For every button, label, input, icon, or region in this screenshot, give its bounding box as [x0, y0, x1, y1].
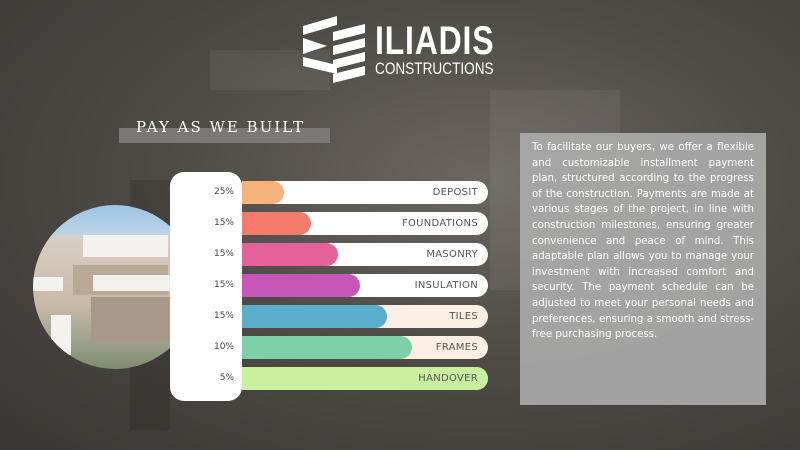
stage-progress-bar: INSULATION: [242, 274, 488, 297]
brand-name: ILIADIS: [375, 19, 495, 63]
stage-progress-fill: [242, 243, 338, 266]
stage-row: 15% TILES: [170, 305, 490, 328]
stage-label: FRAMES: [435, 342, 478, 353]
stage-row: 5% HANDOVER: [170, 367, 490, 390]
stage-progress-fill: [242, 274, 361, 297]
stage-progress-bar: FOUNDATIONS: [242, 212, 488, 235]
stage-row: 15% INSULATION: [170, 274, 490, 297]
stage-progress-bar: FRAMES: [242, 336, 488, 359]
stage-progress-bar: TILES: [242, 305, 488, 328]
stage-progress-bar: HANDOVER: [242, 367, 488, 390]
logo-mark-icon: [303, 16, 365, 83]
stage-label: FOUNDATIONS: [401, 218, 478, 229]
stage-progress-fill: [242, 181, 284, 204]
stage-label: HANDOVER: [418, 373, 478, 384]
stage-row: 15% FOUNDATIONS: [170, 212, 490, 235]
stage-label: MASONRY: [426, 249, 478, 260]
stage-progress-bar: DEPOSIT: [242, 181, 488, 204]
stage-progress-fill: [242, 336, 412, 359]
stage-percent: 5%: [219, 373, 234, 383]
stage-progress-fill: [242, 212, 311, 235]
title-underline-band: [119, 128, 330, 143]
stage-label: INSULATION: [414, 280, 478, 291]
stage-progress-fill: [242, 367, 488, 390]
brand-subtitle: CONSTRUCTIONS: [375, 59, 494, 78]
stage-percent: 10%: [213, 342, 234, 352]
percent-panel: [170, 172, 242, 401]
stage-row: 15% MASONRY: [170, 243, 490, 266]
stage-row: 25% DEPOSIT: [170, 181, 490, 204]
background-building: [210, 50, 330, 90]
stage-label: DEPOSIT: [432, 187, 478, 198]
stage-percent: 15%: [213, 280, 234, 290]
stage-label: TILES: [449, 311, 478, 322]
stage-percent: 15%: [213, 249, 234, 259]
stage-progress-bar: MASONRY: [242, 243, 488, 266]
stage-progress-fill: [242, 305, 388, 328]
stage-percent: 15%: [213, 218, 234, 228]
stage-percent: 25%: [213, 187, 234, 197]
description-box: To facilitate our buyers, we offer a fle…: [520, 133, 766, 405]
brand-logo: ILIADIS CONSTRUCTIONS: [303, 16, 524, 84]
house-photo: [33, 205, 197, 369]
section-title: PAY AS WE BUILT: [136, 118, 305, 136]
stage-row: 10% FRAMES: [170, 336, 490, 359]
stage-percent: 15%: [213, 311, 234, 321]
